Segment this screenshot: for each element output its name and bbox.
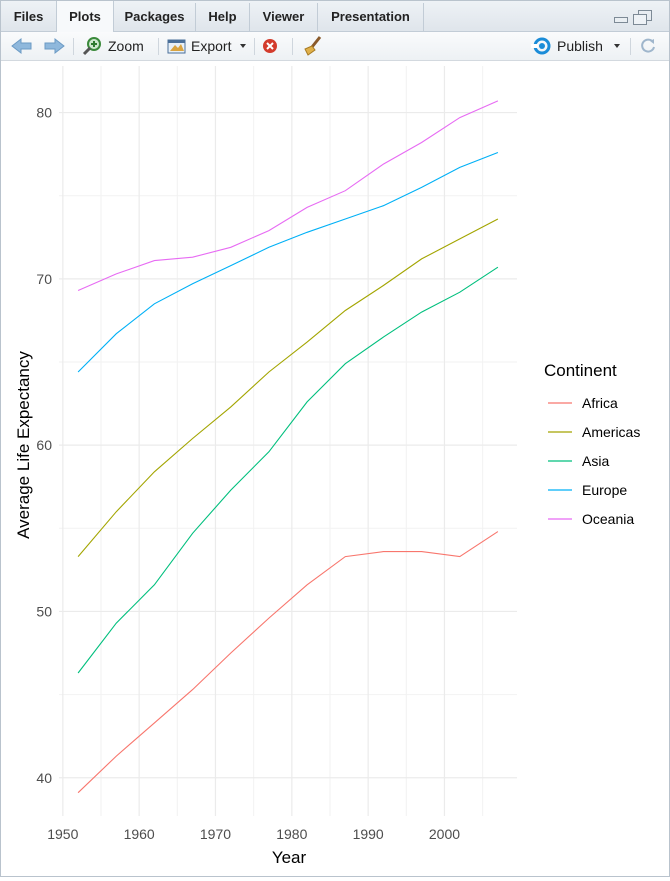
x-tick-label: 1960 [124, 826, 155, 842]
zoom-icon [82, 37, 101, 56]
x-axis-title: Year [272, 848, 307, 867]
legend-title: Continent [544, 361, 617, 380]
y-axis-title: Average Life Expectancy [14, 351, 33, 539]
x-tick-label: 1990 [353, 826, 384, 842]
toolbar-separator [630, 38, 631, 55]
legend-item-oceania: Oceania [548, 511, 634, 527]
remove-plot-button[interactable] [262, 32, 278, 60]
refresh-icon [641, 38, 655, 53]
x-tick-label: 1980 [276, 826, 307, 842]
x-tick-label: 1970 [200, 826, 231, 842]
y-tick-label: 70 [36, 271, 52, 287]
tab-files[interactable]: Files [1, 3, 57, 31]
publish-button[interactable]: Publish [531, 32, 623, 60]
refresh-button[interactable] [639, 32, 657, 60]
zoom-label: Zoom [108, 38, 144, 54]
legend-item-americas: Americas [548, 424, 640, 440]
legend-label: Africa [582, 395, 618, 411]
legend-label: Asia [582, 453, 609, 469]
clear-all-button[interactable] [302, 32, 324, 60]
toolbar-separator [158, 38, 159, 55]
tab-plots[interactable]: Plots [56, 1, 114, 32]
publish-label: Publish [557, 38, 603, 54]
legend-item-africa: Africa [548, 395, 618, 411]
tab-presentation[interactable]: Presentation [318, 3, 424, 31]
legend-label: Europe [582, 482, 627, 498]
line-chart: 1950 1960 1970 1980 1990 2000 40 50 60 70 80 Year… [14, 66, 640, 867]
plot-area: 1950 1960 1970 1980 1990 2000 40 50 60 70 80 Year… [1, 61, 669, 876]
tab-help[interactable]: Help [196, 3, 250, 31]
tab-packages[interactable]: Packages [114, 3, 196, 31]
legend-item-europe: Europe [548, 482, 627, 498]
maximize-icon[interactable] [633, 10, 652, 25]
chevron-down-icon [240, 44, 247, 48]
series-line-oceania [77, 100, 499, 292]
publish-icon [531, 37, 551, 55]
series-line-europe [77, 151, 499, 373]
x-tick-label: 1950 [47, 826, 78, 842]
y-tick-label: 50 [36, 603, 52, 619]
legend-label: Oceania [582, 511, 634, 527]
export-image-icon [167, 39, 186, 54]
y-tick-label: 40 [36, 770, 52, 786]
close-icon [263, 39, 277, 53]
tab-viewer[interactable]: Viewer [250, 3, 318, 31]
export-label: Export [191, 38, 232, 54]
plot-toolbar: Zoom Export Publish [1, 32, 669, 61]
forward-arrow-icon[interactable] [43, 32, 65, 60]
broom-icon [304, 36, 322, 56]
legend-item-asia: Asia [548, 453, 609, 469]
x-tick-label: 2000 [429, 826, 460, 842]
export-button[interactable]: Export [167, 32, 249, 60]
toolbar-separator [254, 38, 255, 55]
pane-tab-bar: Files Plots Packages Help Viewer Present… [1, 1, 669, 32]
chevron-down-icon [613, 44, 620, 48]
legend: Continent Africa Americas Asia Europe Oceani… [544, 361, 640, 527]
toolbar-separator [73, 38, 74, 55]
y-tick-label: 60 [36, 437, 52, 453]
series-line-africa [77, 531, 499, 794]
zoom-button[interactable]: Zoom [82, 32, 144, 60]
toolbar-separator [292, 38, 293, 55]
series-line-asia [77, 266, 499, 674]
y-tick-label: 80 [36, 105, 52, 121]
back-arrow-icon[interactable] [11, 32, 33, 60]
legend-label: Americas [582, 424, 640, 440]
series-line-americas [77, 218, 499, 557]
minimize-icon[interactable] [614, 17, 628, 23]
